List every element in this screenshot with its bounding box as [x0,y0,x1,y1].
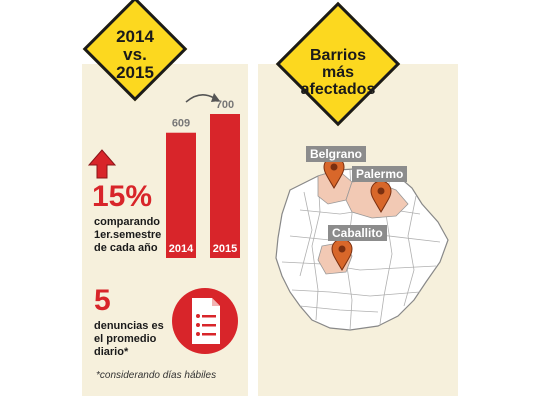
pct-desc-line2: 1er.semestre [94,229,162,241]
bar-chart: 609 2014 700 2015 [166,99,240,258]
pct-description: comparando 1er.semestre de cada año [94,216,161,255]
daily-count: 5 [94,284,111,317]
daily-desc-line3: diario* [94,346,129,358]
daily-desc-line2: el promedio [94,333,157,345]
city-map [275,167,449,331]
sign-right-line2: más [321,63,355,81]
pct-increase: 15% [92,180,153,213]
sign-right-line1: Barrios [309,47,367,64]
daily-description: denuncias es el promedio diario* [94,320,164,359]
bar-2015 [210,114,240,258]
bar-value-2014: 609 [172,118,190,130]
label-belgrano: Belgrano [306,146,367,162]
growth-arrow-icon [185,94,215,103]
bar-value-2015: 700 [216,99,234,111]
pct-desc-line1: comparando [94,216,161,228]
pct-desc-line3: de cada año [94,242,158,254]
sign-left-title: 2014 vs. 2015 [98,28,172,82]
growth-arrow-head-icon [211,93,220,102]
label-palermo: Palermo [352,166,408,182]
sign-right-title: Barrios más afectados [280,47,396,98]
document-icon [172,288,238,354]
sign-left-line2: vs. [123,44,147,64]
sign-right-line3: afectados [300,80,376,98]
map-pins [323,156,392,271]
footnote: *considerando días hábiles [96,370,217,381]
label-caballito: Caballito [328,225,387,241]
bar-category-2014: 2014 [169,243,194,255]
daily-desc-line1: denuncias es [94,320,164,332]
sign-left-line1: 2014 [116,27,154,46]
bar-2014 [166,132,196,258]
up-arrow-icon [87,149,117,179]
sign-left-line3: 2015 [116,62,154,82]
bar-category-2015: 2015 [213,243,237,255]
